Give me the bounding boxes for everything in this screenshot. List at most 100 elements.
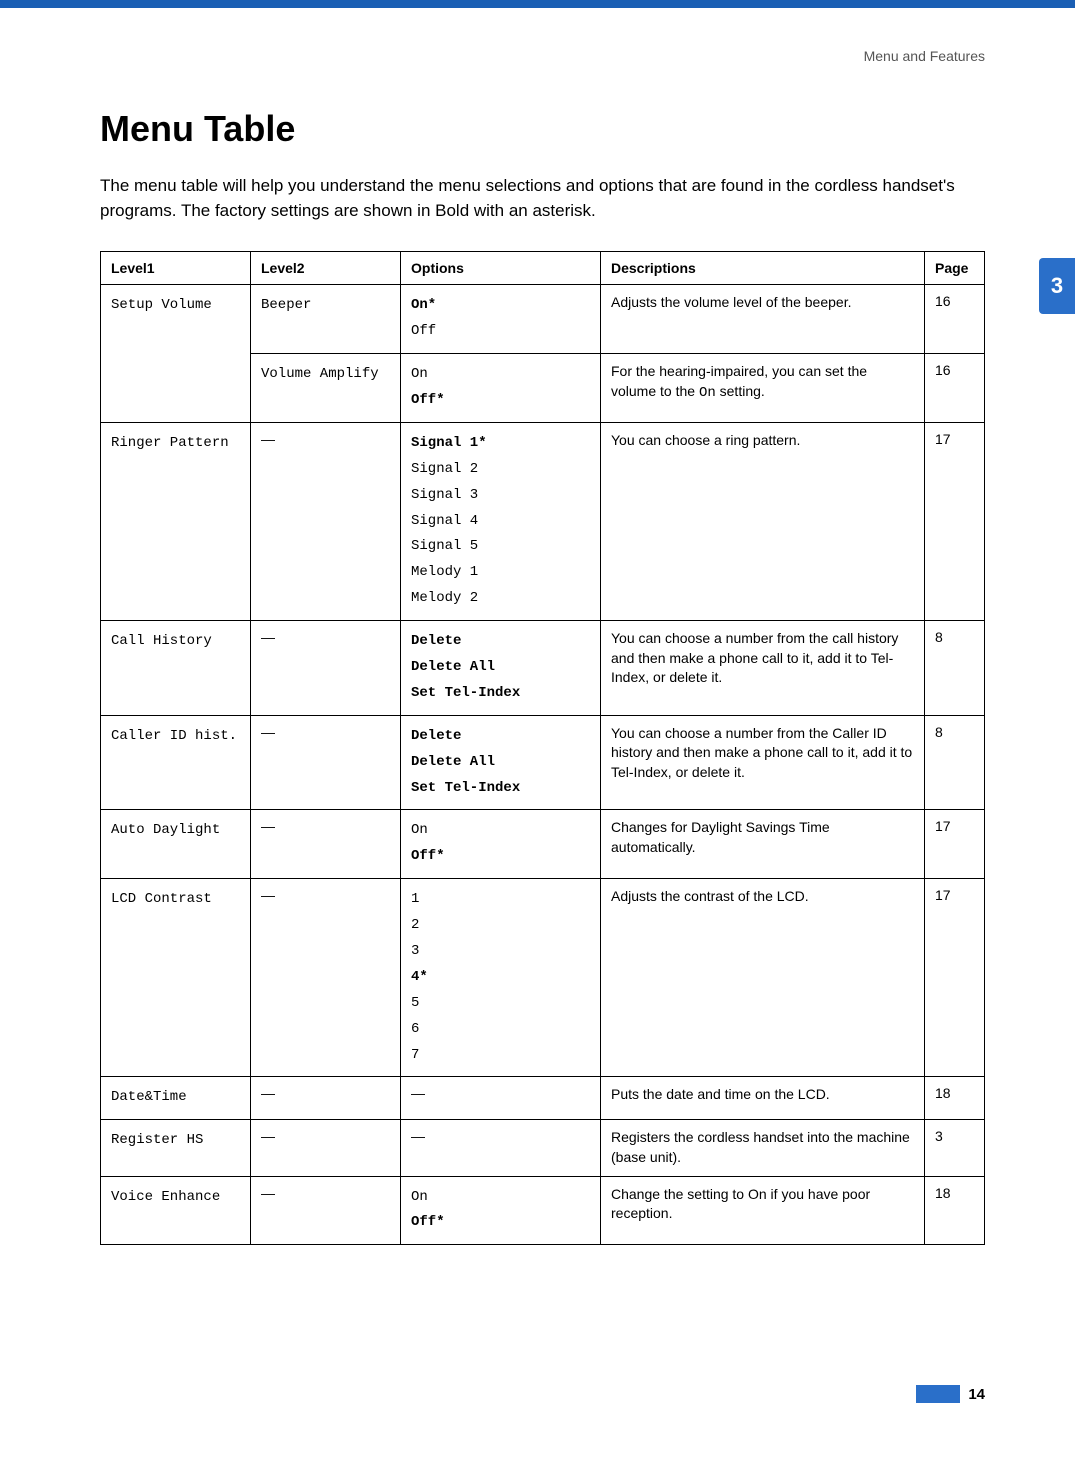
table-row: Ringer Pattern — Signal 1* Signal 2 Sign… (101, 422, 985, 620)
cell-options: On Off* (401, 354, 601, 423)
cell-page: 17 (925, 879, 985, 1077)
top-accent-bar (0, 0, 1075, 8)
level1-text: Call History (111, 633, 212, 649)
table-row: Date&Time — — Puts the date and time on … (101, 1077, 985, 1120)
cell-description: Puts the date and time on the LCD. (601, 1077, 925, 1120)
option-item: Off* (411, 844, 590, 870)
option-item: Set Tel-Index (411, 681, 590, 707)
option-item: Delete (411, 724, 590, 750)
desc-text: setting. (716, 383, 765, 399)
page-number: 14 (962, 1386, 985, 1403)
cell-options: Signal 1* Signal 2 Signal 3 Signal 4 Sig… (401, 422, 601, 620)
cell-level1: LCD Contrast (101, 879, 251, 1077)
option-item: Delete All (411, 750, 590, 776)
cell-options: Delete Delete All Set Tel-Index (401, 715, 601, 810)
cell-page: 18 (925, 1077, 985, 1120)
option-item: Signal 1* (411, 431, 590, 457)
col-page: Page (925, 252, 985, 285)
option-item: Off* (411, 388, 590, 414)
page-container: Menu and Features Menu Table The menu ta… (0, 8, 1075, 1463)
option-item: 1 (411, 887, 590, 913)
level2-text: Volume Amplify (261, 366, 379, 382)
cell-level1: Caller ID hist. (101, 715, 251, 810)
cell-options: — (401, 1077, 601, 1120)
option-item: Signal 2 (411, 457, 590, 483)
table-row: Setup Volume Beeper On* Off Adjusts the … (101, 285, 985, 354)
level1-text: Voice Enhance (111, 1189, 220, 1205)
cell-level2: — (251, 810, 401, 879)
cell-level2: — (251, 1176, 401, 1245)
desc-mono: On (699, 385, 716, 401)
cell-options: On* Off (401, 285, 601, 354)
table-row: Auto Daylight — On Off* Changes for Dayl… (101, 810, 985, 879)
option-item: On (411, 1185, 590, 1211)
table-header-row: Level1 Level2 Options Descriptions Page (101, 252, 985, 285)
cell-level1: Ringer Pattern (101, 422, 251, 620)
breadcrumb: Menu and Features (100, 48, 985, 64)
option-item: On (411, 818, 590, 844)
cell-description: You can choose a ring pattern. (601, 422, 925, 620)
cell-options: On Off* (401, 1176, 601, 1245)
cell-level2: — (251, 1120, 401, 1176)
option-item: 7 (411, 1043, 590, 1069)
cell-page: 3 (925, 1120, 985, 1176)
cell-page: 17 (925, 422, 985, 620)
cell-page: 8 (925, 715, 985, 810)
page-title: Menu Table (100, 108, 985, 150)
cell-description: For the hearing-impaired, you can set th… (601, 354, 925, 423)
option-item: Off (411, 319, 590, 345)
cell-options: On Off* (401, 810, 601, 879)
option-item: Set Tel-Index (411, 776, 590, 802)
col-level1: Level1 (101, 252, 251, 285)
level1-text: LCD Contrast (111, 891, 212, 907)
table-row: Register HS — — Registers the cordless h… (101, 1120, 985, 1176)
cell-level2: — (251, 621, 401, 716)
option-item: Signal 3 (411, 483, 590, 509)
intro-paragraph: The menu table will help you understand … (100, 174, 985, 223)
level1-text: Ringer Pattern (111, 435, 229, 451)
cell-description: You can choose a number from the Caller … (601, 715, 925, 810)
cell-level1: Voice Enhance (101, 1176, 251, 1245)
cell-page: 16 (925, 285, 985, 354)
option-item: 5 (411, 991, 590, 1017)
cell-page: 18 (925, 1176, 985, 1245)
cell-description: Adjusts the volume level of the beeper. (601, 285, 925, 354)
table-row: Call History — Delete Delete All Set Tel… (101, 621, 985, 716)
option-item: 2 (411, 913, 590, 939)
cell-description: Adjusts the contrast of the LCD. (601, 879, 925, 1077)
option-item: On* (411, 293, 590, 319)
cell-level1: Auto Daylight (101, 810, 251, 879)
cell-level1: Call History (101, 621, 251, 716)
option-item: On (411, 362, 590, 388)
cell-level2: Beeper (251, 285, 401, 354)
option-item: Delete (411, 629, 590, 655)
option-item: Off* (411, 1210, 590, 1236)
table-row: Caller ID hist. — Delete Delete All Set … (101, 715, 985, 810)
cell-level1: Register HS (101, 1120, 251, 1176)
cell-page: 8 (925, 621, 985, 716)
level2-text: Beeper (261, 297, 311, 313)
option-item: Signal 4 (411, 509, 590, 535)
table-row: Voice Enhance — On Off* Change the setti… (101, 1176, 985, 1245)
level1-text: Caller ID hist. (111, 728, 237, 744)
cell-level2: Volume Amplify (251, 354, 401, 423)
cell-description: Registers the cordless handset into the … (601, 1120, 925, 1176)
cell-options: 1 2 3 4* 5 6 7 (401, 879, 601, 1077)
cell-options: Delete Delete All Set Tel-Index (401, 621, 601, 716)
menu-table: Level1 Level2 Options Descriptions Page … (100, 251, 985, 1245)
col-options: Options (401, 252, 601, 285)
cell-level2: — (251, 422, 401, 620)
cell-level2: — (251, 715, 401, 810)
level1-text: Setup Volume (111, 297, 212, 313)
cell-description: You can choose a number from the call hi… (601, 621, 925, 716)
level1-text: Date&Time (111, 1089, 187, 1105)
option-item: 4* (411, 965, 590, 991)
option-item: Signal 5 (411, 534, 590, 560)
col-level2: Level2 (251, 252, 401, 285)
cell-level2: — (251, 1077, 401, 1120)
cell-options: — (401, 1120, 601, 1176)
cell-level1: Date&Time (101, 1077, 251, 1120)
table-row: LCD Contrast — 1 2 3 4* 5 6 7 Adjusts th… (101, 879, 985, 1077)
option-item: Delete All (411, 655, 590, 681)
cell-level2: — (251, 879, 401, 1077)
